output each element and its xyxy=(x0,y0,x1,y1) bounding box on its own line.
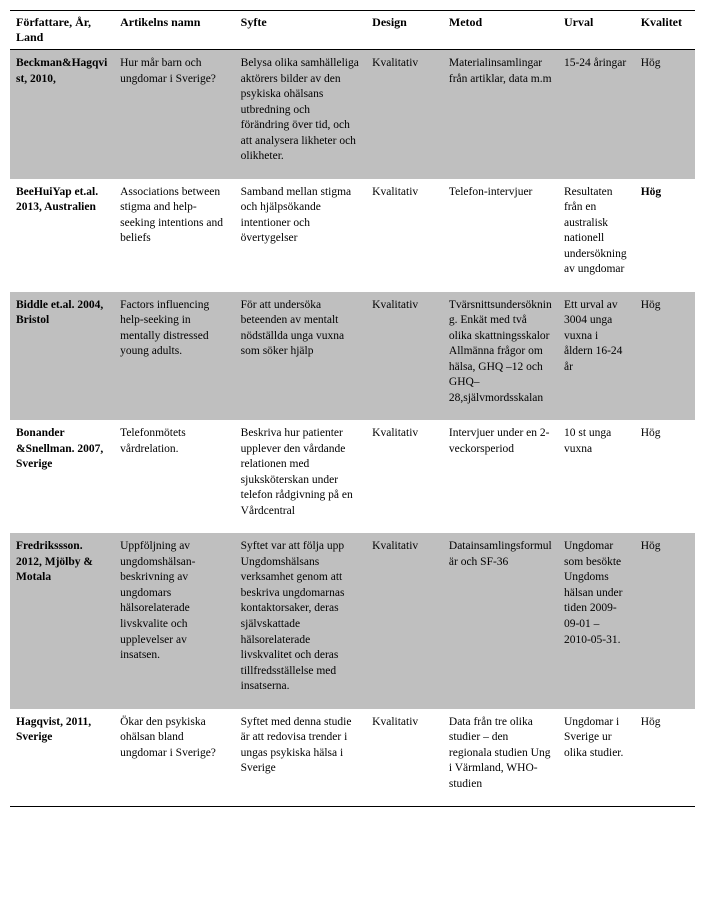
cell-author: Bonander &Snellman. 2007, Sverige xyxy=(10,420,114,533)
cell-sample: 15-24 åringar xyxy=(558,50,635,179)
cell-sample: Ungdomar i Sverige ur olika studier. xyxy=(558,709,635,807)
cell-quality: Hög xyxy=(635,533,695,708)
cell-sample: 10 st unga vuxna xyxy=(558,420,635,533)
cell-title: Factors influencing help-seeking in ment… xyxy=(114,292,235,421)
cell-purpose: Syftet var att följa upp Ungdomshälsans … xyxy=(235,533,367,708)
table-header-row: Författare, År, Land Artikelns namn Syft… xyxy=(10,11,695,50)
cell-method: Materialinsamlingar från artiklar, data … xyxy=(443,50,558,179)
col-header-sample: Urval xyxy=(558,11,635,50)
cell-design: Kvalitativ xyxy=(366,179,443,292)
cell-sample: Ungdomar som besökte Ungdoms hälsan unde… xyxy=(558,533,635,708)
table-row: Fredrikssson. 2012, Mjölby & MotalaUppfö… xyxy=(10,533,695,708)
table-row: Biddle et.al. 2004, BristolFactors influ… xyxy=(10,292,695,421)
col-header-purpose: Syfte xyxy=(235,11,367,50)
cell-purpose: Beskriva hur patienter upplever den vård… xyxy=(235,420,367,533)
col-header-title: Artikelns namn xyxy=(114,11,235,50)
cell-title: Uppföljning av ungdomshälsan- beskrivnin… xyxy=(114,533,235,708)
cell-design: Kvalitativ xyxy=(366,533,443,708)
cell-quality: Hög xyxy=(635,179,695,292)
cell-author: BeeHuiYap et.al. 2013, Australien xyxy=(10,179,114,292)
cell-method: Data från tre olika studier – den region… xyxy=(443,709,558,807)
table-row: Bonander &Snellman. 2007, SverigeTelefon… xyxy=(10,420,695,533)
cell-purpose: För att undersöka beteenden av mentalt n… xyxy=(235,292,367,421)
cell-sample: Ett urval av 3004 unga vuxna i åldern 16… xyxy=(558,292,635,421)
cell-design: Kvalitativ xyxy=(366,50,443,179)
table-row: BeeHuiYap et.al. 2013, AustralienAssocia… xyxy=(10,179,695,292)
table-row: Hagqvist, 2011, SverigeÖkar den psykiska… xyxy=(10,709,695,807)
cell-author: Biddle et.al. 2004, Bristol xyxy=(10,292,114,421)
table-body: Beckman&Hagqvist, 2010,Hur mår barn och … xyxy=(10,50,695,807)
cell-purpose: Syftet med denna studie är att redovisa … xyxy=(235,709,367,807)
cell-design: Kvalitativ xyxy=(366,292,443,421)
table-row: Beckman&Hagqvist, 2010,Hur mår barn och … xyxy=(10,50,695,179)
col-header-method: Metod xyxy=(443,11,558,50)
cell-title: Telefonmötets vårdrelation. xyxy=(114,420,235,533)
cell-author: Hagqvist, 2011, Sverige xyxy=(10,709,114,807)
cell-purpose: Samband mellan stigma och hjälpsökande i… xyxy=(235,179,367,292)
col-header-author: Författare, År, Land xyxy=(10,11,114,50)
cell-sample: Resultaten från en australisk nationell … xyxy=(558,179,635,292)
cell-method: Tvärsnittsundersökning. Enkät med två ol… xyxy=(443,292,558,421)
col-header-design: Design xyxy=(366,11,443,50)
literature-table: Författare, År, Land Artikelns namn Syft… xyxy=(10,10,695,807)
cell-method: Intervjuer under en 2-veckorsperiod xyxy=(443,420,558,533)
cell-author: Beckman&Hagqvist, 2010, xyxy=(10,50,114,179)
cell-quality: Hög xyxy=(635,709,695,807)
cell-design: Kvalitativ xyxy=(366,709,443,807)
cell-author: Fredrikssson. 2012, Mjölby & Motala xyxy=(10,533,114,708)
cell-quality: Hög xyxy=(635,292,695,421)
cell-title: Associations between stigma and help-see… xyxy=(114,179,235,292)
cell-title: Hur mår barn och ungdomar i Sverige? xyxy=(114,50,235,179)
cell-design: Kvalitativ xyxy=(366,420,443,533)
cell-purpose: Belysa olika samhälleliga aktörers bilde… xyxy=(235,50,367,179)
cell-method: Telefon-intervjuer xyxy=(443,179,558,292)
cell-quality: Hög xyxy=(635,50,695,179)
cell-quality: Hög xyxy=(635,420,695,533)
col-header-quality: Kvalitet xyxy=(635,11,695,50)
cell-title: Ökar den psykiska ohälsan bland ungdomar… xyxy=(114,709,235,807)
cell-method: Datainsamlingsformulär och SF-36 xyxy=(443,533,558,708)
